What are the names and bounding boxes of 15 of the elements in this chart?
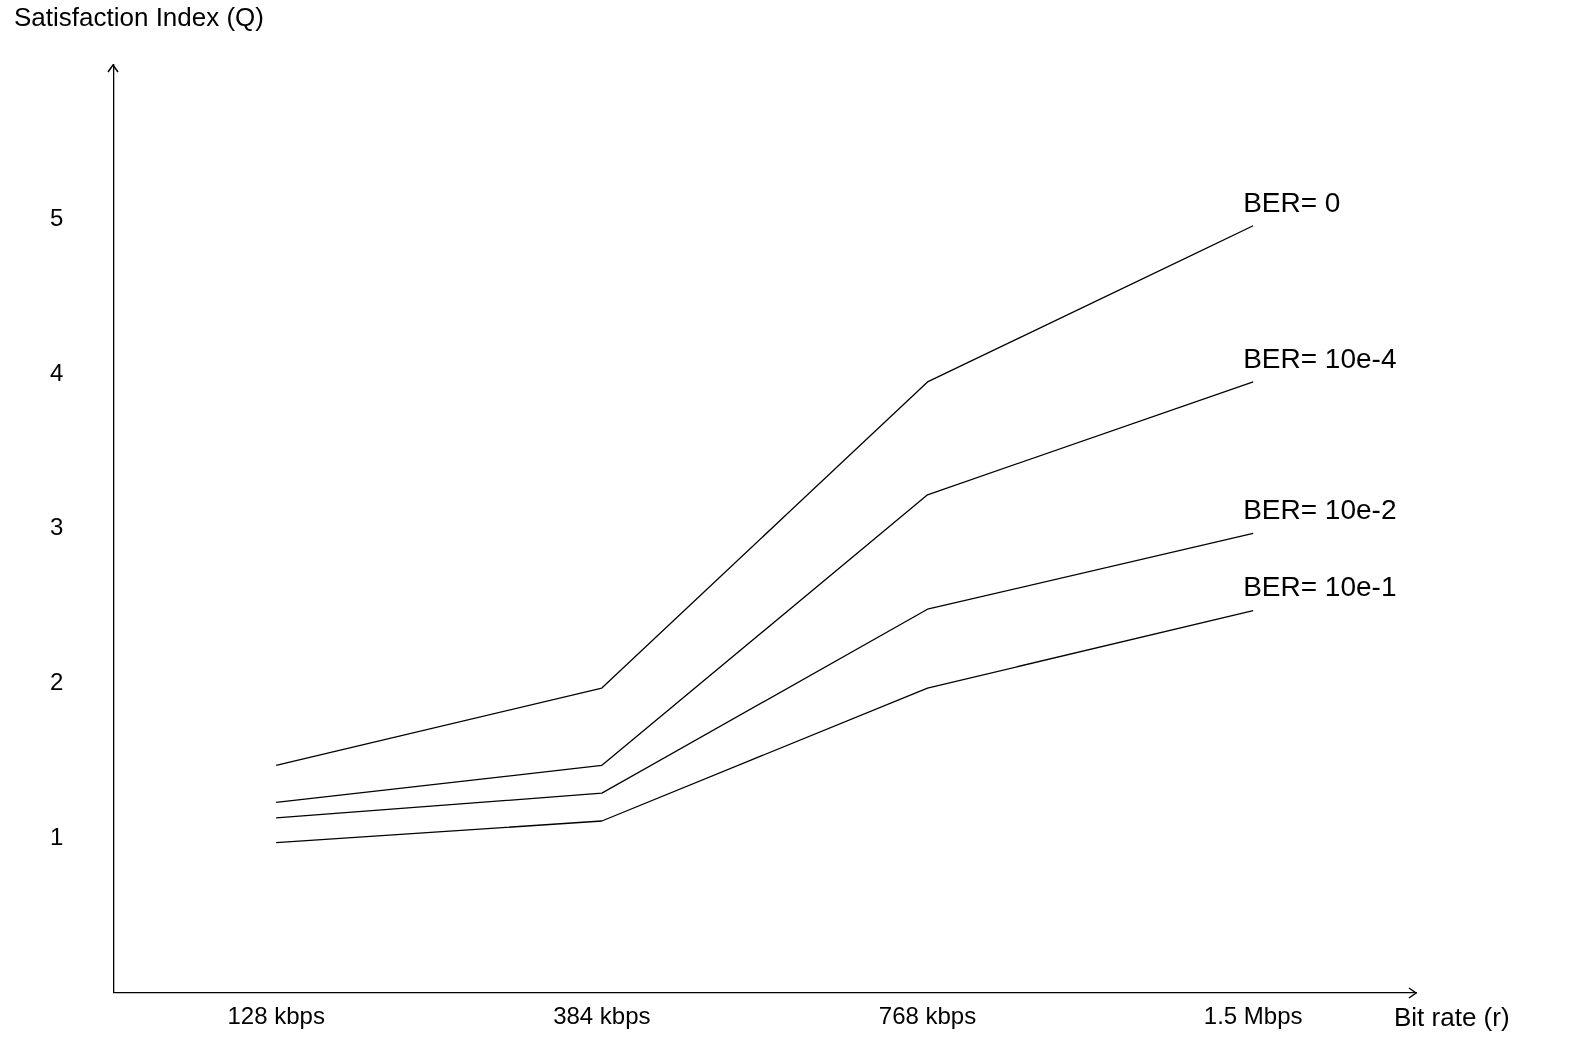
x-tick-label: 768 kbps	[878, 1001, 977, 1029]
x-tick-label: 128 kbps	[227, 1001, 325, 1029]
series-label: BER= 10e-4	[1243, 342, 1397, 374]
y-tick-label: 1	[49, 822, 64, 850]
x-tick-label: 1.5 Mbps	[1203, 1001, 1303, 1029]
series-label: BER= 10e-1	[1243, 571, 1397, 603]
y-tick-label: 3	[49, 513, 64, 541]
y-axis-title: Satisfaction Index (Q)	[14, 2, 264, 33]
series-label: BER= 0	[1243, 186, 1341, 218]
x-axis-title: Bit rate (r)	[1394, 1001, 1510, 1032]
series-label: BER= 10e-2	[1243, 494, 1397, 526]
y-tick-label: 5	[49, 204, 64, 232]
x-tick-label: 384 kbps	[553, 1001, 651, 1029]
y-tick-label: 4	[49, 358, 64, 386]
y-tick-label: 2	[49, 668, 64, 696]
